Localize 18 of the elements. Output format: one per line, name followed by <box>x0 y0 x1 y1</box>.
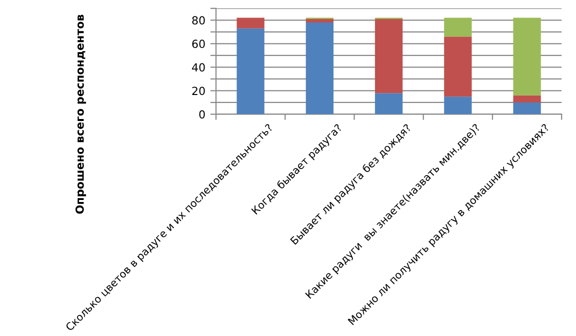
bar <box>236 18 264 28</box>
bar <box>306 22 334 114</box>
bar <box>513 102 541 114</box>
bar <box>444 18 472 37</box>
bar <box>374 93 403 114</box>
bar <box>306 18 334 23</box>
y-tick-label: 20 <box>192 86 205 96</box>
bar <box>236 28 264 114</box>
y-tick-label: 40 <box>192 63 205 72</box>
bar <box>444 96 472 114</box>
bar <box>513 95 541 102</box>
y-tick-label: 80 <box>192 16 205 25</box>
bar <box>374 18 403 94</box>
y-tick-label: 60 <box>192 40 205 48</box>
bar <box>513 18 541 96</box>
y-axis-title: Опрошено всего респондентов <box>75 14 86 214</box>
bar <box>444 36 472 97</box>
y-tick-label: 0 <box>199 110 205 119</box>
